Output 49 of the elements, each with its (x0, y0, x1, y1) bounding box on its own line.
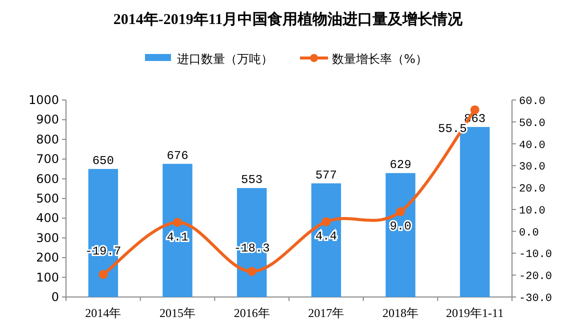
bar (88, 168, 118, 297)
x-tick-label: 2019年1-11 (446, 306, 504, 320)
point (247, 266, 256, 276)
point (173, 218, 182, 227)
data-label: 650 (92, 154, 114, 168)
point (396, 207, 405, 216)
y-tick-label: 200 (36, 250, 59, 265)
chart-title: 2014年-2019年11月中国食用植物油进口量及增长情况 (113, 11, 464, 28)
legend-label: 进口数量（万吨） (177, 52, 273, 66)
x-tick-label: 2014年 (85, 306, 122, 320)
y2-tick-label: 10.0 (519, 205, 546, 218)
data-label: 553 (241, 173, 263, 188)
bar (236, 188, 267, 297)
data-label: 4.1 (166, 230, 188, 244)
data-label: 629 (390, 158, 412, 172)
x-tick-label: 2016年 (234, 306, 270, 320)
data-label: 4.4 (315, 230, 337, 244)
y2-tick-label: 30.0 (519, 162, 546, 174)
y2-tick-label: 50.0 (519, 118, 546, 130)
point (322, 217, 331, 226)
x-tick-label: 2018年 (382, 306, 418, 320)
y2-tick-label: 60.0 (519, 96, 546, 108)
data-label: 577 (315, 168, 337, 182)
bar (162, 164, 192, 297)
y-tick-label: 800 (36, 132, 59, 146)
y-tick-label: 300 (36, 230, 59, 245)
y-tick-label: 1000 (28, 93, 59, 107)
y-tick-label: 400 (36, 211, 59, 226)
x-tick-label: 2017年 (308, 306, 344, 320)
y2-tick-label: 20.0 (519, 184, 546, 196)
y2-tick-label: -30.0 (519, 293, 552, 305)
point (470, 105, 480, 114)
y-tick-label: 900 (36, 112, 59, 127)
x-tick-label: 2015年 (160, 306, 196, 320)
y2-tick-label: -20.0 (519, 271, 552, 284)
y-tick-label: 600 (36, 172, 59, 186)
y2-tick-label: -10.0 (519, 249, 552, 262)
bar (311, 183, 342, 297)
y-tick-label: 0 (51, 290, 59, 304)
data-label: 676 (166, 148, 188, 163)
y2-tick-label: 0.0 (519, 227, 539, 240)
data-label: 9.0 (390, 220, 412, 234)
bar (386, 173, 416, 297)
legend-label: 数量增长率（%） (332, 52, 428, 66)
point (98, 270, 108, 279)
y-tick-label: 700 (36, 152, 59, 166)
y-tick-label: 100 (36, 270, 59, 284)
y-tick-label: 500 (36, 192, 59, 206)
y2-tick-label: 40.0 (519, 140, 546, 152)
